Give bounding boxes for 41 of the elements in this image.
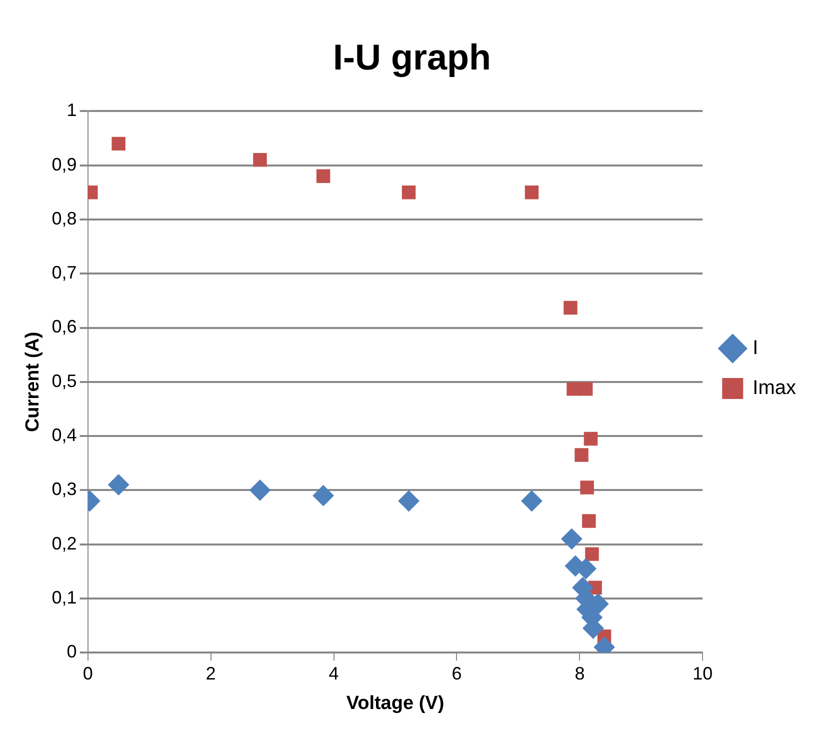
y-tick-label: 0,3 [52,479,77,500]
point [112,136,126,151]
y-axis-title: Current (A) [22,332,44,432]
point [566,382,580,396]
point [521,490,542,512]
y-tick-label: 0,2 [52,533,77,554]
point [398,490,420,512]
y-tick-label: 0 [66,642,77,662]
x-tick-label: 10 [692,663,713,684]
point [402,186,416,200]
y-tick-label: 0,5 [52,370,77,391]
point [580,480,594,494]
y-tick-label: 0,1 [52,587,77,608]
x-tick-label: 2 [206,663,216,684]
chart-title: I-U graph [333,36,491,78]
x-tick-label: 6 [452,663,462,684]
legend-label: I [752,337,758,360]
y-tick-label: 0,9 [52,154,77,174]
point [578,382,593,396]
point [584,432,598,446]
y-tick-label: 0,8 [52,208,77,228]
point [249,480,270,501]
legend-label: Imax [752,377,796,400]
point [585,547,599,561]
point [564,300,578,315]
point [312,485,334,506]
y-tick-label: 0,7 [52,262,77,283]
point [253,153,267,167]
point [574,448,588,462]
y-tick-label: 0,4 [52,425,77,446]
point [108,474,130,496]
point [582,514,596,528]
point [524,186,539,200]
x-axis-title: Voltage (V) [346,692,444,714]
x-tick-label: 8 [574,663,585,684]
y-tick-label: 1 [66,100,77,120]
y-tick-label: 0,6 [52,316,77,337]
point [316,169,330,184]
point [561,528,582,550]
x-tick-label: 0 [82,663,93,684]
x-tick-label: 4 [328,663,339,684]
